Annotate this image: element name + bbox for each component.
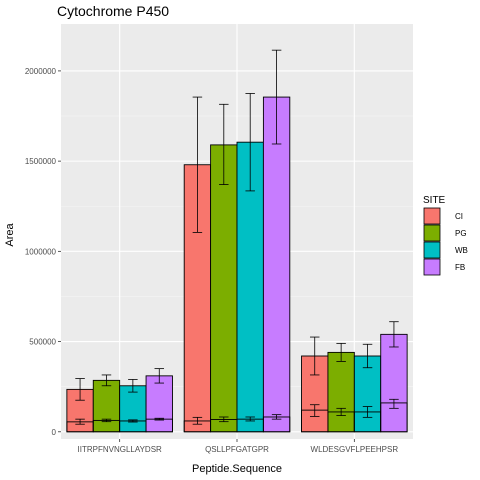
- x-tick-label: IITRPFNVNGLLAYDSR: [78, 445, 163, 454]
- legend-title: SITE: [423, 195, 446, 206]
- legend-key-pg: [423, 224, 441, 242]
- legend-label-pg: PG: [455, 229, 467, 238]
- bar-pg: [92, 379, 121, 433]
- bar-wb: [119, 385, 147, 433]
- y-tick-label: 1000000: [25, 247, 57, 256]
- bar-pg: [210, 144, 238, 433]
- legend-key-wb: [423, 241, 441, 259]
- x-tick-label: WLDESGVFLPEEHPSR: [311, 445, 399, 454]
- y-tick-label: 0: [52, 428, 57, 437]
- bar-pg: [327, 351, 355, 433]
- legend: SITE CI PG WB FB: [423, 195, 468, 276]
- y-tick-label: 2000000: [25, 67, 57, 76]
- x-tick-label: QSLLPFGATGPR: [205, 445, 269, 454]
- y-tick-label: 1500000: [25, 157, 57, 166]
- legend-label-fb: FB: [455, 263, 465, 272]
- legend-key-ci: [423, 207, 441, 225]
- bar-fb: [145, 375, 173, 433]
- legend-label-wb: WB: [455, 246, 468, 255]
- y-axis-title: Area: [4, 223, 16, 247]
- x-axis-title: Peptide.Sequence: [192, 463, 282, 475]
- bar-fb: [262, 96, 291, 433]
- legend-key-fb: [423, 258, 441, 276]
- legend-label-ci: CI: [455, 212, 463, 221]
- chart-title: Cytochrome P450: [57, 3, 169, 19]
- error-bars-layer: [75, 49, 399, 425]
- x-axis: IITRPFNVNGLLAYDSR QSLLPFGATGPR WLDESGVFLPE…: [78, 439, 399, 454]
- bar-fb: [380, 333, 408, 433]
- y-axis: 0 500000 1000000 1500000 2000000: [25, 67, 61, 437]
- y-tick-label: 500000: [29, 338, 56, 347]
